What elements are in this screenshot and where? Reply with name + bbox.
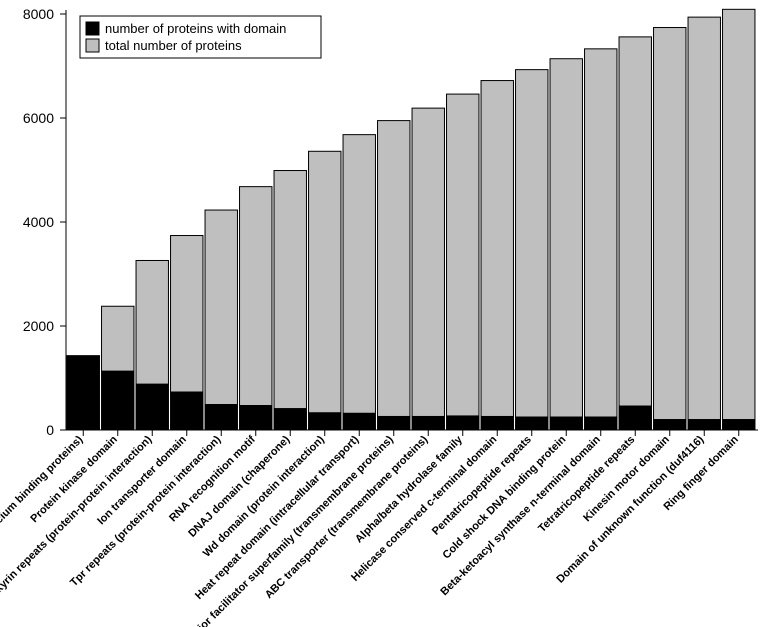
bar-with-domain [240, 406, 272, 430]
bar-total [723, 9, 755, 419]
bar-total [585, 49, 617, 417]
bar-total [412, 108, 444, 416]
legend-label: number of proteins with domain [105, 21, 286, 36]
bar-total [481, 81, 513, 417]
bar-with-domain [102, 371, 134, 430]
bar-total [240, 187, 272, 406]
bar-with-domain [516, 417, 548, 430]
bar-total [274, 171, 306, 409]
bar-with-domain [723, 420, 755, 430]
bar-with-domain [171, 392, 203, 430]
bar-with-domain [412, 416, 444, 430]
bar-total [378, 121, 410, 417]
bar-total [309, 151, 341, 413]
bar-total [550, 59, 582, 417]
legend-swatch [86, 22, 99, 35]
bar-with-domain [343, 413, 375, 430]
bar-total [171, 236, 203, 393]
bar-with-domain [205, 405, 237, 430]
y-tick-label: 6000 [23, 110, 54, 126]
bar-with-domain [481, 416, 513, 430]
bar-with-domain [378, 416, 410, 430]
bar-total [343, 135, 375, 414]
bar-with-domain [688, 420, 720, 430]
protein-domain-bar-chart: 02000400060008000EF Hand (calcium bindin… [0, 0, 778, 627]
bar-with-domain [447, 416, 479, 430]
y-tick-label: 0 [46, 422, 54, 438]
bar-total [447, 94, 479, 416]
bar-total [619, 37, 651, 406]
y-tick-label: 4000 [23, 214, 54, 230]
y-tick-label: 8000 [23, 6, 54, 22]
bar-with-domain [274, 409, 306, 430]
bar-total [205, 210, 237, 404]
bar-total [136, 260, 168, 384]
y-tick-label: 2000 [23, 318, 54, 334]
legend-swatch [86, 39, 99, 52]
bar-total [102, 306, 134, 371]
bar-with-domain [309, 413, 341, 430]
bar-total [654, 28, 686, 420]
bar-with-domain [654, 420, 686, 430]
bar-total [516, 70, 548, 417]
bar-with-domain [550, 417, 582, 430]
bar-with-domain [585, 417, 617, 430]
bar-with-domain [619, 406, 651, 430]
legend-label: total number of proteins [105, 38, 242, 53]
bar-total [688, 17, 720, 419]
bar-with-domain [136, 384, 168, 430]
bar-with-domain [67, 356, 99, 430]
